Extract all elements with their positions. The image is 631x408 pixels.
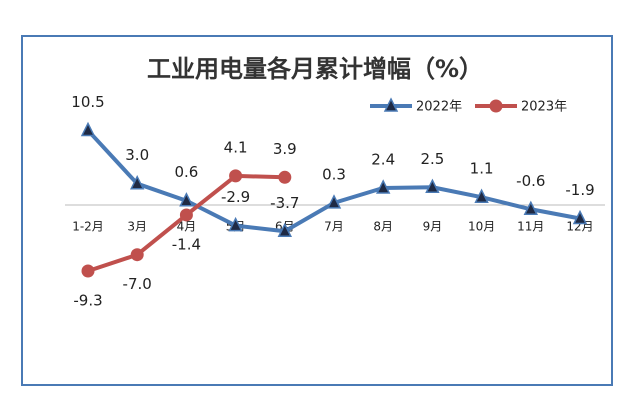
data-label: 2.4 [371, 150, 395, 168]
data-label: -7.0 [123, 275, 152, 293]
data-label: -2.9 [221, 188, 250, 206]
x-tick-label: 3月 [127, 220, 147, 234]
data-label: 0.3 [322, 165, 346, 183]
point [80, 121, 96, 137]
data-label: 3.0 [125, 146, 149, 164]
legend-label: 2023年 [521, 100, 567, 115]
point [326, 194, 342, 209]
data-label: 10.5 [71, 93, 104, 111]
point [523, 200, 539, 216]
x-tick-label: 10月 [468, 220, 495, 234]
data-label: -3.7 [270, 194, 299, 212]
point [130, 248, 144, 262]
x-tick-label: 9月 [423, 220, 443, 234]
data-label: 2.5 [420, 150, 444, 168]
point [179, 192, 194, 207]
chart-title: 工业用电量各月累计增幅（%） [147, 55, 483, 83]
point [278, 170, 292, 184]
data-label: -1.4 [172, 235, 201, 253]
point [489, 99, 503, 113]
data-label: 4.1 [224, 138, 248, 156]
point [277, 222, 293, 238]
data-label: 3.9 [273, 140, 297, 158]
point [228, 216, 243, 232]
point [129, 175, 145, 190]
point [81, 264, 95, 278]
point [572, 209, 588, 225]
point [229, 169, 243, 183]
data-label: -1.9 [565, 181, 594, 199]
data-label: -0.6 [516, 172, 545, 190]
x-tick-label: 11月 [517, 220, 544, 234]
point [375, 179, 391, 194]
point [425, 178, 440, 193]
point [474, 188, 489, 203]
data-label: 1.1 [470, 160, 494, 178]
x-tick-label: 7月 [324, 220, 344, 234]
point [179, 208, 193, 222]
x-tick-label: 4月 [177, 220, 197, 234]
x-tick-label: 1-2月 [72, 220, 104, 234]
x-tick-label: 12月 [566, 220, 593, 234]
legend-label: 2022年 [416, 100, 462, 115]
data-label: 0.6 [174, 163, 198, 181]
x-tick-label: 8月 [373, 220, 393, 234]
data-label: -9.3 [73, 292, 102, 310]
point [383, 97, 399, 112]
